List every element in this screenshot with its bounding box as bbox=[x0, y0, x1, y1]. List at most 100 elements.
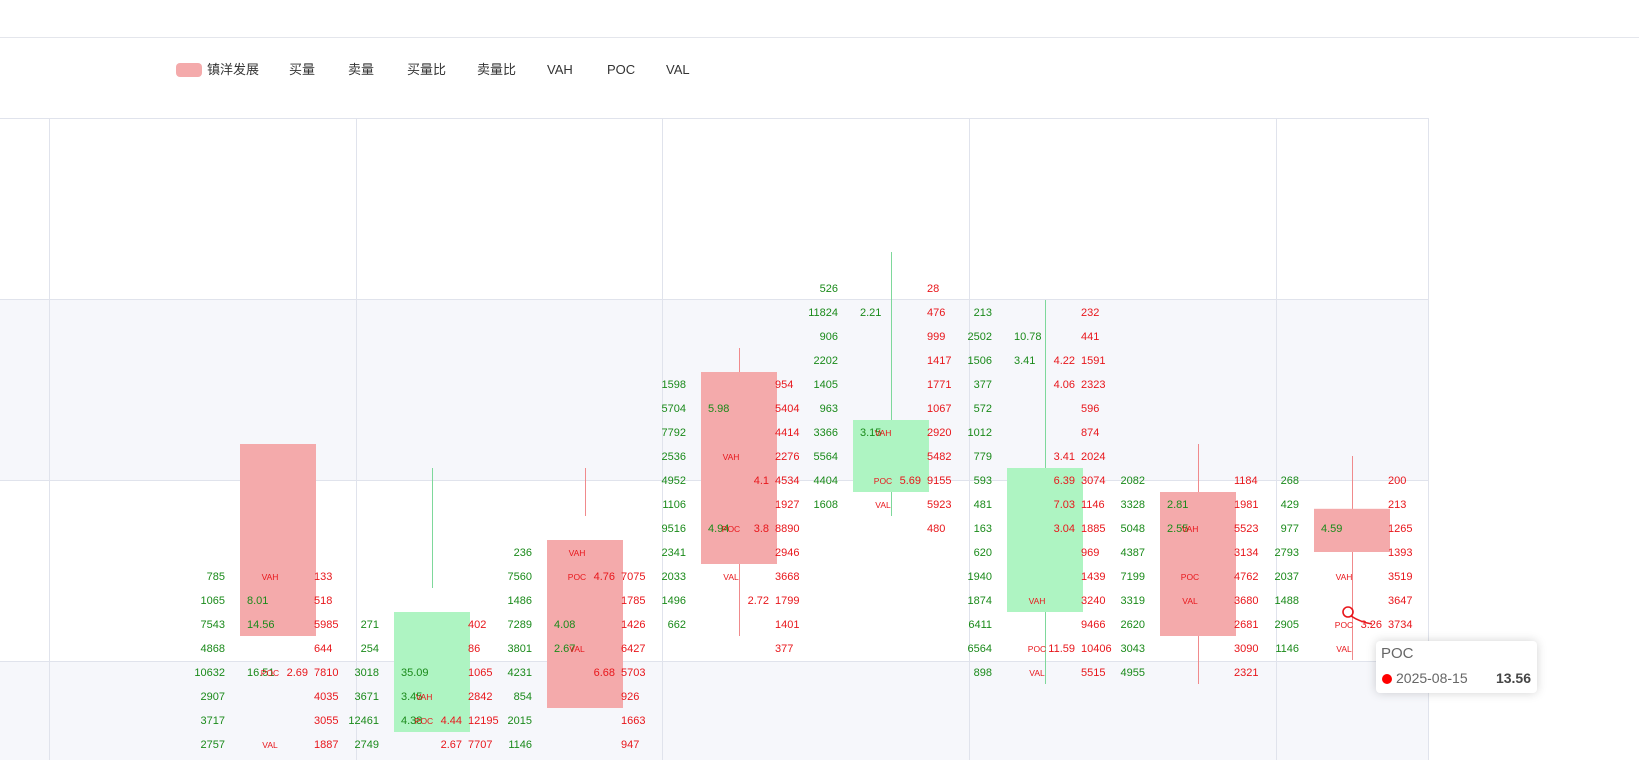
sell-ratio-label: 2.72 bbox=[748, 595, 769, 607]
buy-volume-label: 3018 bbox=[355, 667, 379, 679]
legend-item-3[interactable]: 买量比 bbox=[407, 60, 446, 80]
buy-volume-label: 213 bbox=[974, 307, 992, 319]
sell-volume-label: 3055 bbox=[314, 715, 338, 727]
tooltip-series-dot-icon bbox=[1382, 674, 1392, 684]
buy-ratio-label: 3.41 bbox=[1014, 355, 1035, 367]
buy-volume-label: 481 bbox=[974, 499, 992, 511]
candle-body bbox=[547, 540, 623, 708]
sell-volume-label: 1887 bbox=[314, 739, 338, 751]
sell-ratio-label: 4.76 bbox=[594, 571, 615, 583]
sell-volume-label: 3134 bbox=[1234, 547, 1258, 559]
buy-volume-label: 236 bbox=[514, 547, 532, 559]
buy-volume-label: 1488 bbox=[1275, 595, 1299, 607]
buy-volume-label: 4952 bbox=[662, 475, 686, 487]
buy-ratio-label: 8.01 bbox=[247, 595, 268, 607]
candle-body bbox=[853, 420, 929, 492]
sell-volume-label: 133 bbox=[314, 571, 332, 583]
buy-volume-label: 254 bbox=[361, 643, 379, 655]
legend-item-4[interactable]: 卖量比 bbox=[477, 60, 516, 80]
sell-volume-label: 3240 bbox=[1081, 595, 1105, 607]
buy-volume-label: 785 bbox=[207, 571, 225, 583]
buy-ratio-label: 35.09 bbox=[401, 667, 429, 679]
legend-label: VAL bbox=[666, 62, 690, 77]
legend-label: 卖量 bbox=[348, 62, 375, 77]
buy-volume-label: 2502 bbox=[968, 331, 992, 343]
buy-volume-label: 572 bbox=[974, 403, 992, 415]
sell-volume-label: 1981 bbox=[1234, 499, 1258, 511]
candle-body bbox=[240, 444, 316, 636]
sell-volume-label: 1785 bbox=[621, 595, 645, 607]
sell-volume-label: 926 bbox=[621, 691, 639, 703]
profile-tag-label: VAL bbox=[875, 500, 891, 510]
buy-volume-label: 7199 bbox=[1121, 571, 1145, 583]
profile-tag-label: POC bbox=[568, 572, 586, 582]
buy-volume-label: 3319 bbox=[1121, 595, 1145, 607]
sell-volume-label: 4035 bbox=[314, 691, 338, 703]
buy-volume-label: 1146 bbox=[508, 739, 532, 751]
buy-volume-label: 5564 bbox=[814, 451, 838, 463]
buy-volume-label: 5704 bbox=[662, 403, 686, 415]
buy-volume-label: 2033 bbox=[662, 571, 686, 583]
profile-tag-label: POC bbox=[1028, 644, 1046, 654]
buy-volume-label: 1496 bbox=[662, 595, 686, 607]
sell-volume-label: 2946 bbox=[775, 547, 799, 559]
buy-ratio-label: 2.21 bbox=[860, 307, 881, 319]
sell-volume-label: 1065 bbox=[468, 667, 492, 679]
buy-ratio-label: 4.94 bbox=[708, 523, 729, 535]
profile-tag-label: VAL bbox=[1182, 596, 1198, 606]
sell-volume-label: 518 bbox=[314, 595, 332, 607]
profile-tag-label: VAL bbox=[262, 740, 278, 750]
tooltip-date: 2025-08-15 bbox=[1396, 670, 1468, 686]
buy-volume-label: 271 bbox=[361, 619, 379, 631]
profile-tag-label: VAH bbox=[569, 548, 586, 558]
legend-item-0[interactable]: 镇洋发展 bbox=[176, 60, 259, 80]
buy-volume-label: 526 bbox=[820, 283, 838, 295]
buy-volume-label: 11824 bbox=[808, 307, 838, 319]
grid-band bbox=[0, 661, 1428, 760]
buy-volume-label: 2749 bbox=[355, 739, 379, 751]
buy-volume-label: 7560 bbox=[508, 571, 532, 583]
sell-volume-label: 5923 bbox=[927, 499, 951, 511]
buy-volume-label: 1012 bbox=[968, 427, 992, 439]
buy-ratio-label: 3.45 bbox=[401, 691, 422, 703]
legend-item-1[interactable]: 买量 bbox=[289, 60, 315, 80]
sell-ratio-label: 2.69 bbox=[287, 667, 308, 679]
legend-item-2[interactable]: 卖量 bbox=[348, 60, 374, 80]
buy-volume-label: 1106 bbox=[662, 499, 686, 511]
buy-volume-label: 898 bbox=[974, 667, 992, 679]
sell-volume-label: 1799 bbox=[775, 595, 799, 607]
sell-volume-label: 1146 bbox=[1081, 499, 1105, 511]
sell-volume-label: 2321 bbox=[1234, 667, 1258, 679]
buy-volume-label: 2037 bbox=[1275, 571, 1299, 583]
buy-volume-label: 906 bbox=[820, 331, 838, 343]
sell-volume-label: 12195 bbox=[468, 715, 499, 727]
sell-volume-label: 596 bbox=[1081, 403, 1099, 415]
sell-ratio-label: 4.22 bbox=[1054, 355, 1075, 367]
legend-label: 买量 bbox=[289, 62, 316, 77]
sell-ratio-label: 5.69 bbox=[900, 475, 921, 487]
candle-body bbox=[1007, 468, 1083, 612]
cursor-trail-icon bbox=[1350, 615, 1373, 625]
sell-volume-label: 1927 bbox=[775, 499, 799, 511]
legend-item-5[interactable]: VAH bbox=[547, 60, 573, 80]
sell-volume-label: 1439 bbox=[1081, 571, 1105, 583]
sell-ratio-label: 7.03 bbox=[1054, 499, 1075, 511]
profile-tag-label: POC bbox=[874, 476, 892, 486]
legend-item-6[interactable]: POC bbox=[607, 60, 635, 80]
sell-volume-label: 402 bbox=[468, 619, 486, 631]
sell-volume-label: 6427 bbox=[621, 643, 645, 655]
chart-tooltip: POC 2025-08-15 13.56 bbox=[1376, 641, 1537, 693]
legend-label: 镇洋发展 bbox=[207, 62, 260, 77]
buy-volume-label: 2015 bbox=[508, 715, 532, 727]
sell-volume-label: 1426 bbox=[621, 619, 645, 631]
legend-label: VAH bbox=[547, 62, 573, 77]
profile-tag-label: VAL bbox=[723, 572, 739, 582]
sell-ratio-label: 3.26 bbox=[1361, 619, 1382, 631]
legend-item-7[interactable]: VAL bbox=[666, 60, 690, 80]
buy-volume-label: 2536 bbox=[662, 451, 686, 463]
sell-volume-label: 947 bbox=[621, 739, 639, 751]
buy-ratio-label: 3.15 bbox=[860, 427, 881, 439]
sell-volume-label: 5404 bbox=[775, 403, 799, 415]
buy-volume-label: 1940 bbox=[968, 571, 992, 583]
